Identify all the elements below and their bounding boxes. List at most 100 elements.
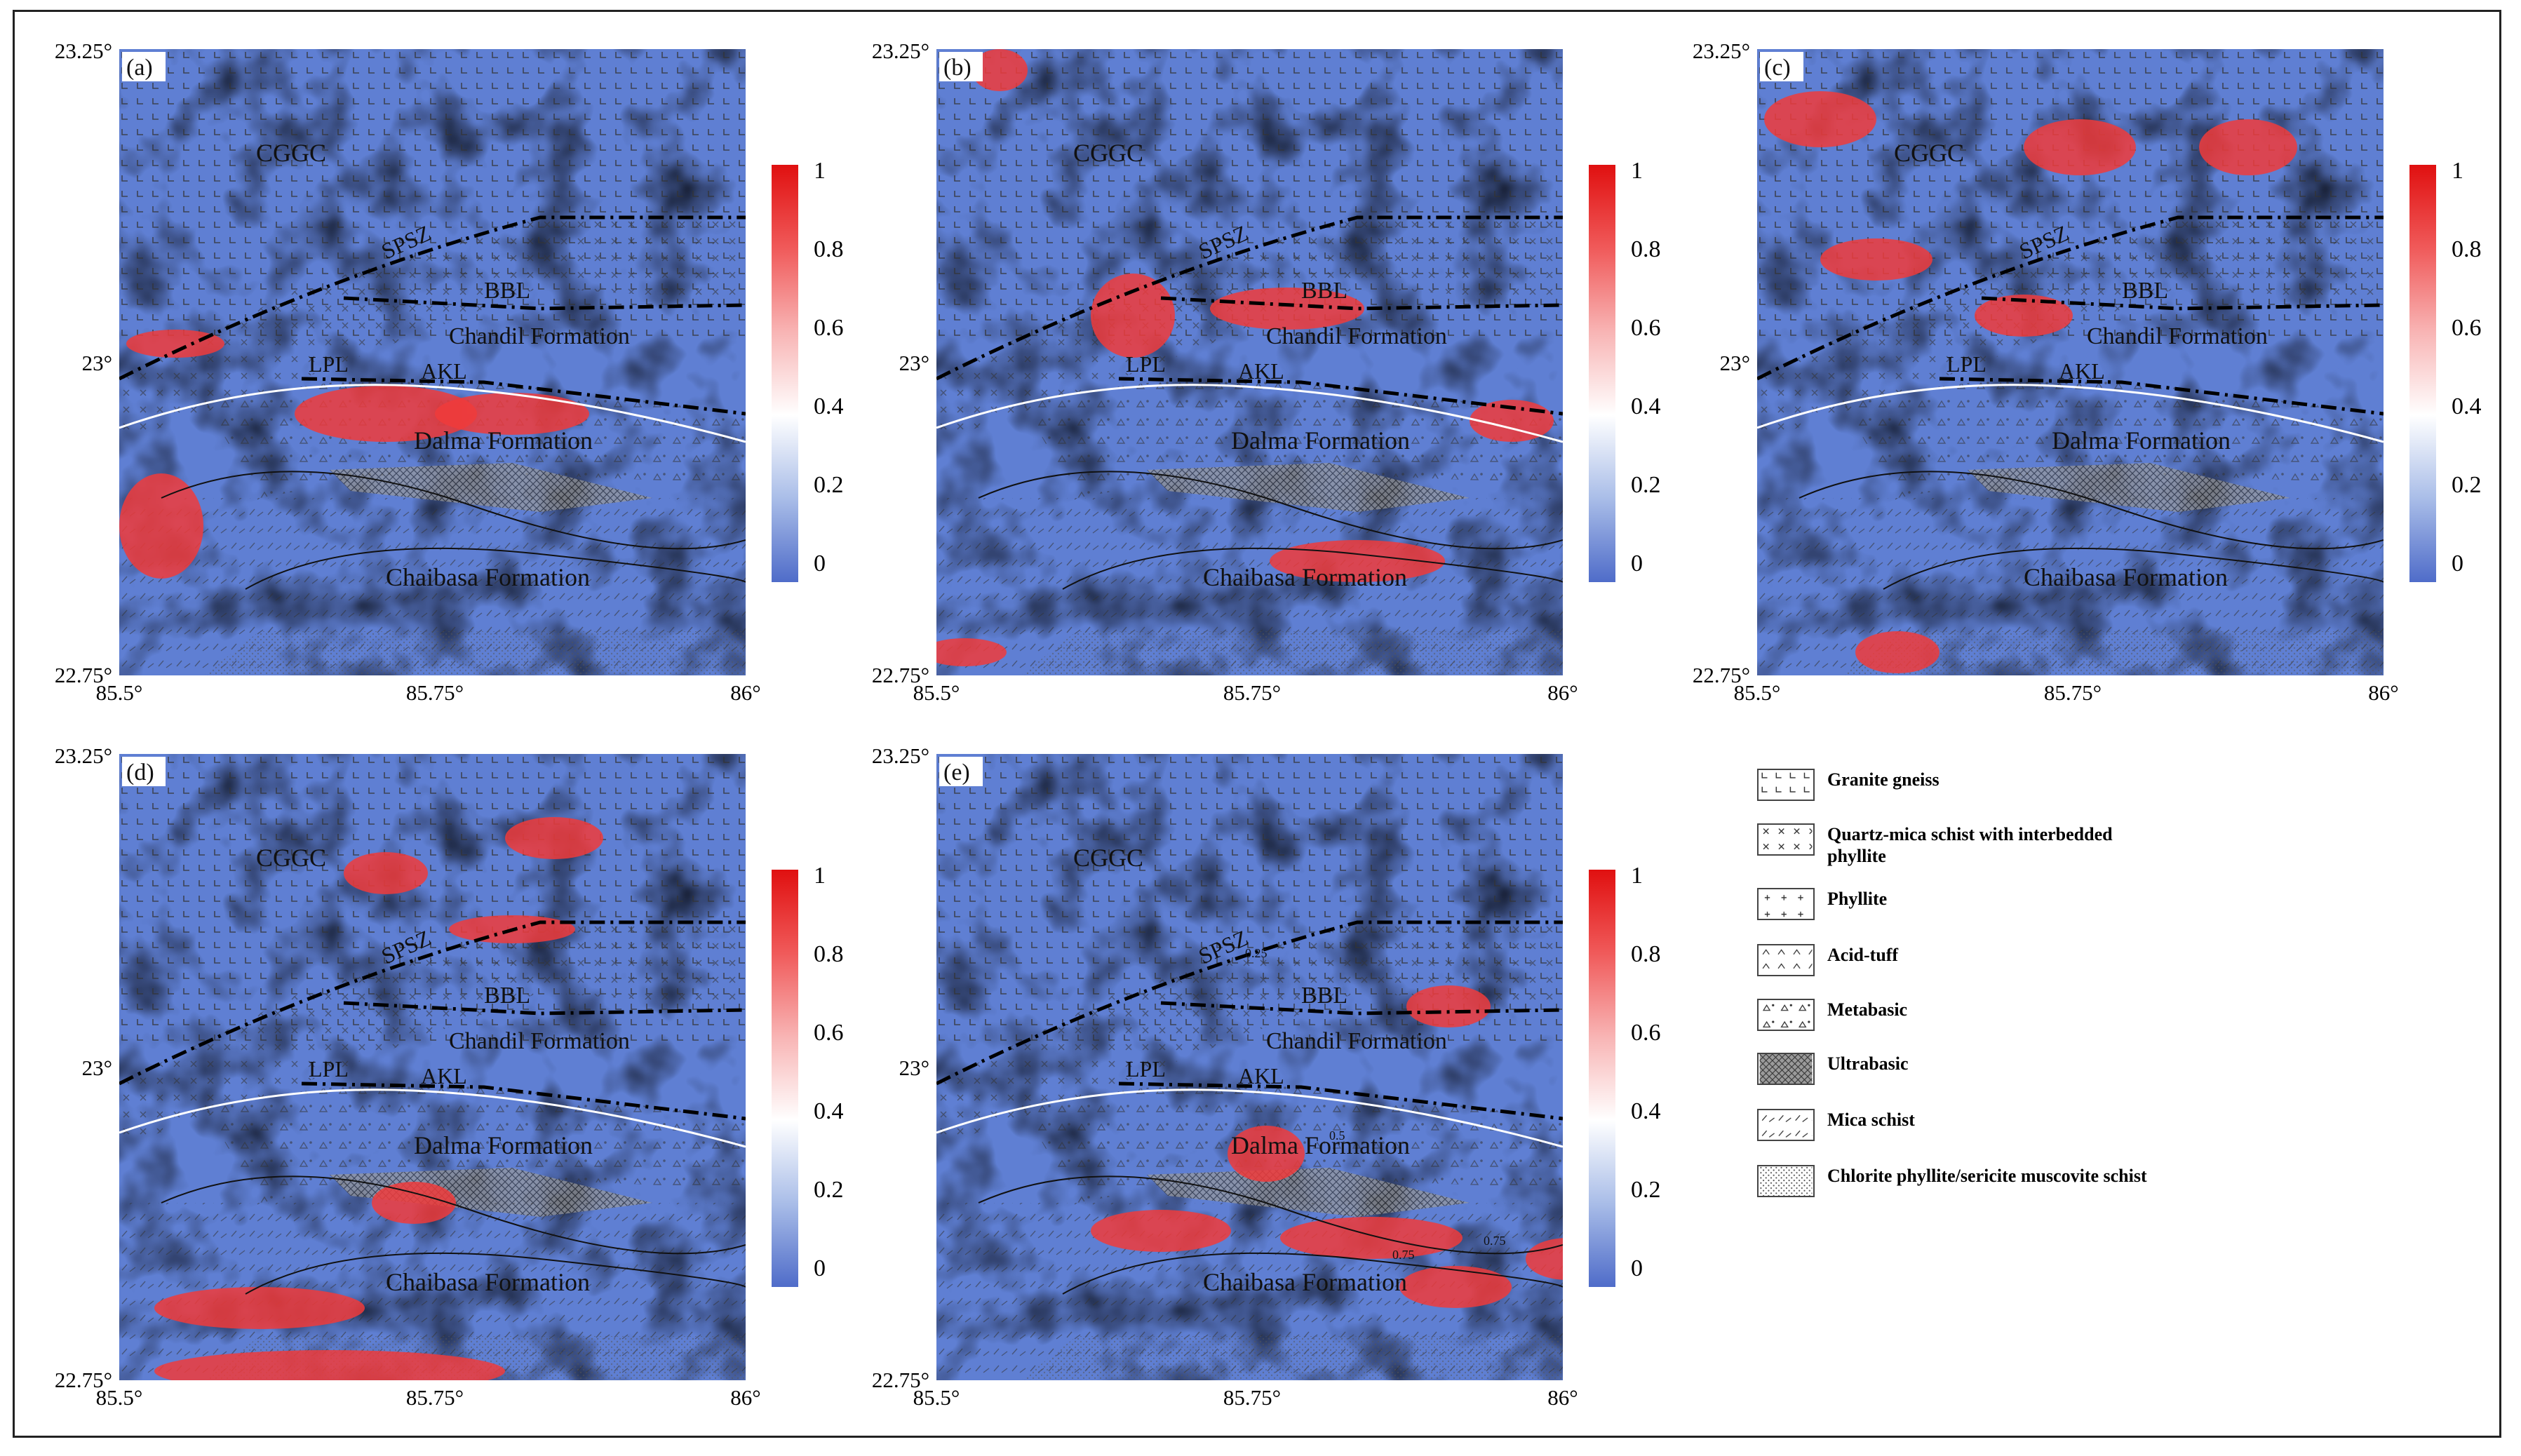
colorbar-tick: 0.2 [1631, 472, 1661, 498]
map-label-lpl: LPL [309, 1056, 349, 1081]
anomaly-hotspot [1526, 1238, 1563, 1280]
colorbar-tick: 0 [814, 551, 826, 577]
anomaly-hotspot [1091, 1210, 1231, 1252]
colorbar-tick: 0.4 [1631, 1098, 1661, 1124]
colorbar-tick: 0.8 [1631, 941, 1661, 967]
panel-label: (e) [943, 760, 970, 786]
map-label-bbl: BBL [484, 983, 530, 1009]
colorbar-tick: 0.2 [2452, 472, 2482, 498]
map-label-chandil: Chandil Formation [1266, 1028, 1447, 1054]
colorbar-tick: 0 [1631, 551, 1643, 577]
formation-boundary [1062, 547, 1563, 590]
lon-tick-mid: 85.75° [1223, 1385, 1282, 1410]
anomaly-hotspot [126, 330, 224, 358]
contour-label: 0.75 [1392, 1248, 1415, 1262]
formation-boundary [161, 471, 746, 550]
lon-tick-left: 85.5° [95, 680, 143, 705]
colorbar-tick: 0.6 [1631, 315, 1661, 341]
anomaly-hotspot [344, 852, 428, 894]
legend-swatch-ultra [1757, 1053, 1815, 1085]
lat-tick-bottom: 22.75° [871, 1368, 929, 1392]
map-label-bbl: BBL [2122, 278, 2168, 304]
spsz-zone [119, 922, 746, 1147]
lat-tick-mid: 23° [81, 1056, 112, 1080]
map-label-dalma: Dalma Formation [2052, 426, 2231, 454]
spsz-fault [1757, 215, 2384, 381]
formation-boundary [936, 1088, 1563, 1148]
legend-item: Phyllite [1757, 884, 2150, 926]
colorbar-tick: 0.2 [1631, 1177, 1661, 1203]
legend-item: Chlorite phyllite/sericite muscovite sch… [1757, 1161, 2150, 1203]
dalma-formation-area [203, 1077, 746, 1203]
anomaly-hotspot [1210, 288, 1364, 330]
lithology-legend: Granite gneiss Quartz-mica schist with i… [1757, 764, 2150, 1255]
lat-tick-mid: 23° [899, 351, 929, 375]
map-panel-d: CGGC SPSZ BBL Chandil Formation LPL AKL … [14, 712, 844, 1413]
map-label-bbl: BBL [1301, 278, 1347, 304]
legend-swatch-triangle [1757, 999, 1815, 1031]
lon-tick-mid: 85.75° [2043, 680, 2102, 705]
map-label-akl: AKL [1238, 1063, 1284, 1088]
anomaly-hotspot [2199, 119, 2297, 175]
chlorite-phyllite-unit [1841, 631, 2384, 675]
legend-swatch-plus [1757, 888, 1815, 920]
map-label-cggc: CGGC [1073, 139, 1143, 167]
anomaly-hotspot [295, 386, 477, 442]
bbl-fault [343, 1001, 746, 1016]
anomaly-hotspot [1280, 1217, 1463, 1259]
colorbar-tick: 0.6 [2452, 315, 2482, 341]
spsz-zone [936, 217, 1563, 442]
map-panel-b: CGGC SPSZ BBL Chandil Formation LPL AKL … [831, 7, 1661, 708]
colorbar-tick: 1 [814, 863, 826, 889]
colorbar [2409, 165, 2436, 582]
formation-boundary [936, 384, 1563, 443]
legend-item: Acid-tuff [1757, 940, 2150, 982]
map-label-lpl: LPL [309, 351, 349, 377]
colorbar-tick: 0.2 [814, 472, 844, 498]
akl-fault [1118, 377, 1563, 416]
formation-boundary [245, 547, 746, 590]
lon-tick-left: 85.5° [913, 680, 960, 705]
map-label-chaibasa: Chaibasa Formation [2024, 563, 2228, 591]
panel-label: (a) [126, 55, 153, 81]
colorbar-tick: 0 [814, 1255, 826, 1281]
map-panel-c: CGGC SPSZ BBL Chandil Formation LPL AKL … [1652, 7, 2482, 708]
map-label-dalma: Dalma Formation [414, 1131, 593, 1159]
lon-tick-mid: 85.75° [405, 680, 464, 705]
legend-label: Mica schist [1827, 1110, 1915, 1130]
spsz-fault [119, 920, 746, 1086]
formation-boundary [1799, 471, 2384, 550]
lon-tick-right: 86° [730, 1385, 761, 1410]
legend-item: Quartz-mica schist with interbedded phyl… [1757, 819, 2150, 866]
lon-tick-left: 85.5° [95, 1385, 143, 1410]
anomaly-hotspot [1399, 1266, 1512, 1308]
legend-label: Chlorite phyllite/sericite muscovite sch… [1827, 1166, 2147, 1186]
lat-tick-bottom: 22.75° [871, 663, 929, 687]
colorbar-tick: 0.4 [1631, 393, 1661, 419]
lon-tick-right: 86° [2368, 680, 2399, 705]
spsz-fault [936, 215, 1563, 381]
map-label-lpl: LPL [1126, 1056, 1166, 1081]
map-label-chaibasa: Chaibasa Formation [386, 563, 590, 591]
map-label-cggc: CGGC [1894, 139, 1964, 167]
legend-label: Phyllite [1827, 889, 1888, 909]
anomaly-map-e: CGGC SPSZ BBL Chandil Formation LPL AKL … [936, 754, 1563, 1380]
map-label-akl: AKL [2059, 358, 2105, 384]
formation-boundary [1883, 547, 2384, 590]
lat-tick-bottom: 22.75° [54, 663, 112, 687]
bbl-fault [1160, 296, 1563, 311]
legend-item: Ultrabasic [1757, 1049, 2150, 1091]
lon-tick-mid: 85.75° [405, 1385, 464, 1410]
anomaly-hotspot [154, 1287, 365, 1329]
map-panel-e: CGGC SPSZ BBL Chandil Formation LPL AKL … [831, 712, 1661, 1413]
lat-tick-top: 23.25° [1692, 39, 1750, 63]
dalma-formation-area [1841, 372, 2384, 498]
map-label-dalma: Dalma Formation [414, 426, 593, 454]
chlorite-phyllite-unit [1021, 631, 1563, 675]
anomaly-hotspot [936, 638, 1007, 666]
spsz-zone [1757, 217, 2384, 442]
bbl-fault [343, 296, 746, 311]
legend-swatch-caret [1757, 944, 1815, 976]
lat-tick-top: 23.25° [54, 743, 112, 768]
anomaly-hotspot [154, 1350, 505, 1380]
